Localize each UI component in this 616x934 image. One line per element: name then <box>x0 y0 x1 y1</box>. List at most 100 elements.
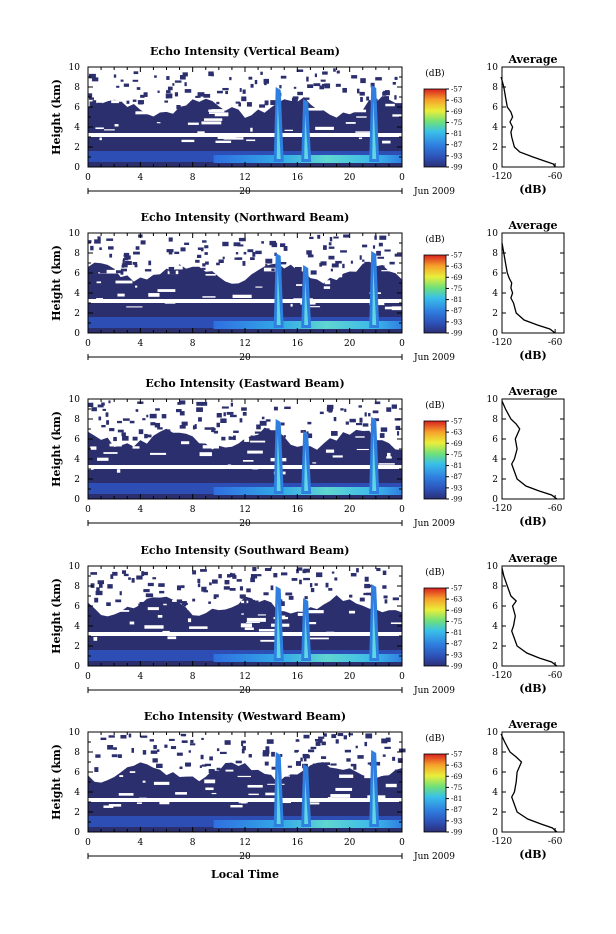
echo-gap <box>157 614 163 618</box>
date-suffix: Jun 2009 <box>413 852 455 862</box>
echo-speck <box>216 101 220 105</box>
echo-speck <box>216 90 223 94</box>
echo-gap <box>108 432 119 437</box>
echo-layer-mid <box>88 762 402 798</box>
echo-gap <box>335 787 353 791</box>
echo-speck <box>324 762 331 766</box>
echo-gap <box>96 281 102 284</box>
echo-speck <box>350 573 357 577</box>
echo-speck <box>201 267 206 270</box>
profile-title: Average <box>507 219 557 232</box>
echo-speck <box>374 235 377 240</box>
echo-speck <box>235 252 239 255</box>
echo-speck <box>216 767 221 771</box>
profile-y-tick-label: 6 <box>492 269 498 279</box>
echo-speck <box>98 416 102 421</box>
date-suffix: Jun 2009 <box>413 187 455 197</box>
echo-speck <box>346 758 351 762</box>
echo-speck <box>278 601 285 606</box>
echo-speck <box>384 249 391 252</box>
date-label: 20 <box>239 852 251 862</box>
echo-speck <box>112 571 118 576</box>
echo-speck <box>185 268 189 274</box>
echo-gap <box>129 621 135 625</box>
echo-speck <box>294 266 302 272</box>
echo-gap <box>229 438 246 440</box>
echo-speck <box>295 761 302 766</box>
profile-y-tick-label: 0 <box>492 662 498 672</box>
echo-speck <box>364 583 371 589</box>
echo-speck <box>192 598 196 602</box>
echo-speck <box>115 599 122 603</box>
echo-speck <box>91 77 99 82</box>
x-tick-label: 20 <box>344 339 356 349</box>
date-label: 20 <box>239 187 251 197</box>
echo-speck <box>325 582 329 588</box>
echo-speck <box>117 754 122 758</box>
echo-speck <box>265 258 273 264</box>
echo-speck <box>334 577 338 581</box>
echo-speck <box>296 69 304 72</box>
echo-speck <box>314 738 321 742</box>
echo-speck <box>310 588 315 593</box>
date-label: 20 <box>239 686 251 696</box>
echo-speck <box>365 733 373 739</box>
echo-speck <box>382 585 387 589</box>
echo-gap <box>160 109 166 112</box>
profile-y-tick-label: 10 <box>487 728 499 738</box>
profile-x-tick-label: -120 <box>492 837 512 847</box>
echo-gap <box>219 435 223 438</box>
echo-speck <box>397 758 403 763</box>
echo-speck <box>167 86 173 91</box>
echo-gap <box>113 610 130 612</box>
echo-speck <box>254 431 262 434</box>
echo-gap <box>96 298 104 302</box>
echo-gap <box>250 440 266 443</box>
echo-speck <box>305 433 313 439</box>
x-tick-label: 8 <box>190 173 196 183</box>
echo-gap <box>194 434 198 436</box>
echo-gap <box>135 112 141 115</box>
echo-speck <box>242 411 247 416</box>
echo-gap <box>99 137 102 141</box>
echo-speck <box>223 586 230 590</box>
echo-column-core <box>304 779 309 824</box>
echo-speck <box>95 590 103 596</box>
echo-speck <box>88 73 96 79</box>
echo-speck <box>192 570 197 575</box>
profile-y-tick-label: 6 <box>492 768 498 778</box>
echo-speck <box>171 436 178 442</box>
echo-gap <box>118 793 134 796</box>
echo-speck <box>96 587 100 592</box>
echo-column-core <box>372 765 377 824</box>
echo-speck <box>307 254 314 258</box>
echo-gap <box>92 602 104 605</box>
echo-gap <box>93 636 98 641</box>
colorbar-tick-label: -63 <box>451 97 462 105</box>
echo-speck <box>94 239 101 244</box>
echo-speck <box>201 764 207 767</box>
echo-gap <box>355 436 365 438</box>
chart-title: Echo Intensity (Northward Beam) <box>141 211 350 224</box>
echo-speck <box>375 761 381 766</box>
y-tick-label: 8 <box>74 748 80 758</box>
echo-speck <box>241 407 247 411</box>
echo-speck <box>101 402 105 406</box>
x-tick-label: 4 <box>137 339 143 349</box>
profile-y-tick-label: 0 <box>492 163 498 173</box>
echo-speck <box>168 738 175 741</box>
echo-gap <box>280 799 291 804</box>
echo-speck <box>310 746 317 750</box>
colorbar-tick-label: -57 <box>451 418 462 426</box>
echo-speck <box>385 737 391 743</box>
y-tick-label: 2 <box>74 475 80 485</box>
echo-speck <box>185 762 192 767</box>
echo-gap <box>258 629 277 632</box>
x-tick-label: 0 <box>399 505 405 515</box>
echo-speck <box>367 585 373 588</box>
echo-speck <box>122 259 125 264</box>
echo-speck <box>264 100 269 105</box>
echo-speck <box>367 762 371 765</box>
echo-gap <box>167 636 177 640</box>
echo-gap <box>117 293 125 297</box>
